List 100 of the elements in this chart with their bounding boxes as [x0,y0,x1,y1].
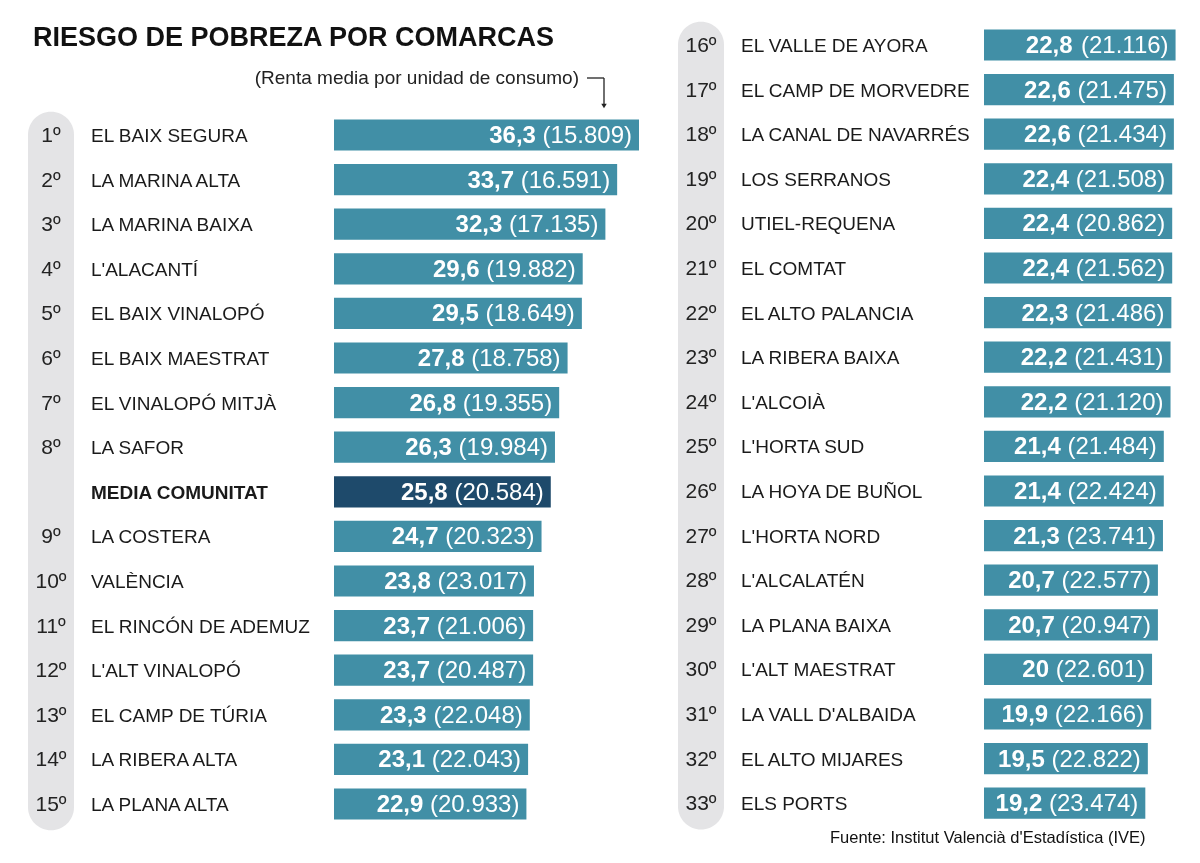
annotation: (20.862) [1075,209,1166,237]
data-label: 22,6 [1024,120,1071,148]
y-tick-label: L'ALT MAESTRAT [741,659,896,681]
data-label: 26,3 [405,433,452,461]
y-tick-label: LA VALL D'ALBAIDA [741,704,917,725]
text: 7º [41,390,61,414]
data-label: 23,3 [380,700,427,728]
y-tick-label: LA PLANA ALTA [91,794,229,815]
data-label: 22,2 [1020,387,1068,415]
data-label: 29,5 [432,299,479,327]
text: 4º [41,256,61,280]
text: 9º [41,524,61,548]
data-label: 22,4 [1022,209,1070,237]
annotation: (22.822) [1051,744,1141,772]
bar [334,119,639,151]
annotation: (20.584) [454,477,544,505]
annotation: (21.120) [1074,387,1164,415]
data-label: 23,1 [378,745,426,773]
text: 27º [685,523,717,547]
text: 28º [685,568,717,592]
annotation: (21.562) [1075,254,1166,281]
y-tick-label: L'ALACANTÍ [91,258,199,280]
y-tick-label: MEDIA COMUNITAT [91,481,269,503]
y-tick-label: EL ALTO MIJARES [741,748,904,770]
text: 30º [685,657,717,681]
text: 23º [685,345,717,369]
y-tick-label: LOS SERRANOS [741,168,891,190]
text: 5º [41,301,61,325]
annotation: (23.741) [1066,521,1156,549]
data-label: 24,7 [391,522,439,550]
y-tick-label: VALÈNCIA [91,571,184,592]
annotation: (22.577) [1061,566,1151,594]
y-tick-label: EL CAMP DE MORVEDRE [741,79,970,101]
annotation: (22.043) [431,745,522,773]
annotation: (18.758) [471,344,561,371]
data-label: 23,7 [383,656,431,684]
data-label: 23,7 [383,611,431,639]
y-tick-label: UTIEL-REQUENA [741,213,896,235]
text: 6º [41,346,61,369]
text: 11º [36,613,67,637]
text: 3º [41,212,61,236]
text: 22º [685,300,717,324]
annotation: (22.166) [1054,700,1145,727]
text: 26º [685,479,717,502]
annotation: (21.475) [1077,75,1167,103]
data-label: 20,7 [1008,610,1055,638]
data-label: 22,3 [1021,298,1069,326]
annotation: (16.591) [520,165,611,193]
text: 29º [685,612,717,636]
y-tick-label: L'ALCALATÉN [741,570,865,592]
source-note: Fuente: Institut Valencià d'Estadística (IVE) [829,828,1146,846]
annotation: (23.474) [1048,789,1139,817]
annotation: (21.486) [1074,298,1165,326]
data-label: 27,8 [417,344,465,371]
text: 18º [685,122,717,146]
y-tick-label: LA SAFOR [91,437,184,459]
data-label: 20 [1022,655,1049,683]
chart-subtitle: (Renta media por unidad de consumo) [254,67,579,88]
text: 16º [685,33,717,56]
data-label: 29,6 [432,254,480,282]
annotation: (21.006) [436,611,527,639]
text: 1º [41,123,61,146]
annotation: (21.431) [1074,343,1164,371]
y-tick-label: LA RIBERA ALTA [91,749,238,771]
annotation: (15.809) [542,121,632,148]
annotation: (20.933) [430,790,520,817]
text: 24º [685,389,717,413]
data-label: 19,5 [998,744,1045,772]
y-tick-label: L'ALT VINALOPÓ [91,660,241,682]
data-label: 22,6 [1024,75,1071,103]
y-tick-label: EL BAIX MAESTRAT [91,348,270,369]
data-label: 21,3 [1013,521,1060,549]
text: 12º [35,658,67,682]
data-label: 22,9 [376,790,424,817]
text: 2º [41,167,61,191]
text: 25º [685,434,717,458]
annotation: (19.984) [458,433,548,461]
annotation: (20.487) [436,656,527,684]
text: 14º [35,747,67,771]
text: 19º [685,166,717,190]
annotation: (21.484) [1067,432,1157,460]
annotation: (22.601) [1055,655,1146,683]
annotation: (18.649) [485,299,575,327]
y-tick-label: LA MARINA BAIXA [91,214,253,236]
data-label: 25,8 [401,477,448,505]
y-tick-label: EL BAIX SEGURA [91,125,248,146]
y-tick-label: EL ALTO PALANCIA [741,302,914,324]
text: 13º [35,702,67,726]
y-tick-label: L'HORTA SUD [741,436,865,458]
annotation: (19.355) [462,388,553,416]
y-tick-label: LA CANAL DE NAVARRÉS [741,124,970,146]
annotation: (22.424) [1067,477,1157,504]
data-label: 22,2 [1020,343,1068,371]
annotation: (17.135) [509,210,599,238]
y-tick-label: EL RINCÓN DE ADEMUZ [91,615,311,637]
y-tick-label: LA MARINA ALTA [91,169,241,191]
data-label: 21,4 [1014,432,1062,460]
y-tick-label: EL VALLE DE AYORA [741,35,928,56]
annotation: (21.434) [1077,120,1167,148]
data-label: 19,9 [1001,700,1049,727]
